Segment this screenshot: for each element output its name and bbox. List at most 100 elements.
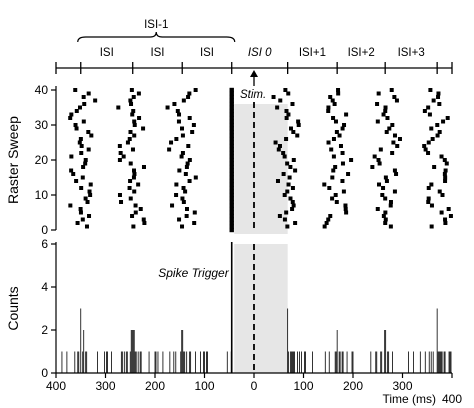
raster-spike xyxy=(174,137,179,141)
raster-trigger-spike xyxy=(229,206,234,212)
raster-spike xyxy=(79,144,84,148)
raster-spike xyxy=(275,179,280,183)
raster-spike xyxy=(177,168,182,173)
raster-spike xyxy=(119,200,124,204)
raster-spike xyxy=(340,151,345,155)
raster-spike xyxy=(75,221,80,225)
raster-spike xyxy=(381,112,386,117)
raster-spike xyxy=(383,109,388,113)
raster-spike xyxy=(277,214,282,218)
raster-spike xyxy=(376,182,381,187)
raster-spike xyxy=(131,224,136,229)
raster-trigger-spike xyxy=(229,227,234,233)
raster-trigger-spike xyxy=(229,192,234,198)
raster-spike xyxy=(286,112,291,117)
raster-spike xyxy=(326,140,331,145)
raster-spike xyxy=(344,112,349,117)
raster-spike xyxy=(436,95,441,99)
raster-spike xyxy=(74,179,79,183)
raster-spike xyxy=(388,224,393,229)
raster-spike xyxy=(181,186,186,190)
raster-spike xyxy=(86,91,91,96)
raster-spike xyxy=(186,144,191,148)
isi-interval-label: ISI+2 xyxy=(348,47,375,59)
raster-spike xyxy=(383,221,388,225)
raster-spike xyxy=(174,193,179,197)
hist-x-tick-label: 400 xyxy=(46,379,66,393)
raster-spike xyxy=(331,168,336,173)
raster-trigger-spike xyxy=(229,94,234,100)
raster-spike xyxy=(334,200,339,204)
raster-spike xyxy=(443,168,448,173)
raster-spike xyxy=(174,182,179,187)
raster-spike xyxy=(437,102,442,106)
isi-group-label: ISI-1 xyxy=(144,19,168,31)
hist-y-tick-label: 0 xyxy=(41,366,48,380)
raster-spike xyxy=(131,175,136,180)
raster-spike xyxy=(117,193,122,197)
raster-spike xyxy=(380,193,385,197)
raster-spike xyxy=(426,140,431,145)
raster-trigger-spike xyxy=(229,220,234,226)
raster-spike xyxy=(88,193,93,197)
raster-spike xyxy=(426,151,431,155)
raster-spike xyxy=(322,224,327,229)
raster-spike xyxy=(336,88,341,92)
raster-spike xyxy=(121,154,126,159)
raster-spike xyxy=(370,165,375,169)
raster-trigger-spike xyxy=(229,119,234,124)
raster-spike xyxy=(85,200,90,204)
raster-trigger-spike xyxy=(229,140,234,145)
raster-trigger-spike xyxy=(229,157,234,163)
hist-x-tick-label: 300 xyxy=(392,379,412,393)
raster-spike xyxy=(290,200,295,204)
raster-spike xyxy=(384,179,389,183)
raster-spike xyxy=(172,102,177,106)
raster-spike xyxy=(440,193,445,197)
raster-trigger-spike xyxy=(229,182,234,187)
raster-spike xyxy=(422,109,427,113)
raster-spike xyxy=(177,112,182,117)
raster-spike xyxy=(285,224,290,229)
raster-trigger-spike xyxy=(229,217,234,222)
raster-spike xyxy=(127,137,132,141)
raster-spike xyxy=(381,186,386,190)
raster-spike xyxy=(296,123,301,127)
raster-spike xyxy=(333,193,338,197)
raster-spike xyxy=(180,126,185,131)
raster-spike xyxy=(127,186,132,190)
raster-spike xyxy=(187,158,192,162)
raster-spike xyxy=(277,144,282,148)
raster-spike xyxy=(278,98,283,103)
raster-spike xyxy=(443,179,448,183)
raster-trigger-spike xyxy=(229,101,234,107)
raster-spike xyxy=(271,95,276,99)
raster-spike xyxy=(338,144,343,148)
raster-trigger-spike xyxy=(229,189,234,194)
raster-spike xyxy=(293,168,298,173)
raster-y-axis-title: Raster Sweep xyxy=(5,116,21,204)
raster-spike xyxy=(79,151,84,155)
raster-spike xyxy=(287,175,292,180)
raster-spike xyxy=(288,165,293,169)
raster-spike xyxy=(290,102,295,106)
raster-spike xyxy=(383,217,388,222)
isi-interval-label: ISI 0 xyxy=(248,47,272,59)
raster-trigger-spike xyxy=(229,133,234,138)
raster-spike xyxy=(346,172,351,176)
raster-trigger-spike xyxy=(229,154,234,159)
raster-spike xyxy=(82,102,87,106)
raster-spike xyxy=(444,161,449,166)
raster-spike xyxy=(443,175,448,180)
raster-spike xyxy=(116,105,121,110)
raster-spike xyxy=(136,91,141,96)
raster-trigger-spike xyxy=(229,213,234,219)
raster-spike xyxy=(81,119,86,124)
raster-spike xyxy=(437,189,442,194)
raster-spike xyxy=(191,123,196,127)
raster-spike xyxy=(336,91,341,96)
raster-trigger-spike xyxy=(229,143,234,149)
raster-spike xyxy=(435,133,440,138)
hist-x-tick-label: 0 xyxy=(251,379,258,393)
raster-spike xyxy=(327,186,332,190)
